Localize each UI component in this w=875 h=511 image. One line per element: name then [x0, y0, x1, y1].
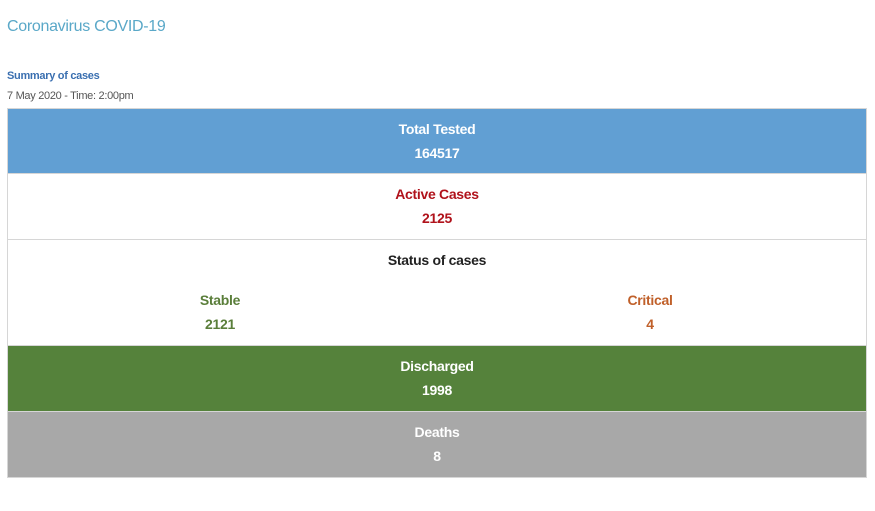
deaths-value: 8 — [433, 448, 441, 464]
total-tested-row: Total Tested 164517 — [7, 108, 867, 174]
deaths-label: Deaths — [414, 424, 460, 440]
total-tested-value: 164517 — [414, 145, 460, 161]
summary-date: 7 May 2020 - Time: 2:00pm — [7, 90, 134, 102]
total-tested-label: Total Tested — [398, 121, 476, 137]
status-of-cases-label: Status of cases — [387, 252, 487, 268]
discharged-value: 1998 — [422, 382, 452, 398]
critical-label: Critical — [627, 292, 673, 308]
stable-column: Stable 2121 — [150, 292, 290, 333]
active-cases-row: Active Cases 2125 — [7, 174, 867, 240]
summary-table: Total Tested 164517 Active Cases 2125 St… — [7, 108, 867, 478]
stable-label: Stable — [199, 292, 241, 308]
page-title: Coronavirus COVID-19 — [7, 18, 166, 35]
deaths-row: Deaths 8 — [7, 412, 867, 478]
critical-value: 4 — [646, 316, 654, 332]
critical-column: Critical 4 — [580, 292, 720, 333]
stable-value: 2121 — [205, 316, 235, 332]
discharged-row: Discharged 1998 — [7, 346, 867, 412]
active-cases-value: 2125 — [422, 210, 452, 226]
discharged-label: Discharged — [400, 358, 474, 374]
status-of-cases-row: Status of cases Stable 2121 Critical 4 — [7, 240, 867, 346]
active-cases-label: Active Cases — [395, 186, 479, 202]
summary-heading: Summary of cases — [7, 70, 100, 82]
